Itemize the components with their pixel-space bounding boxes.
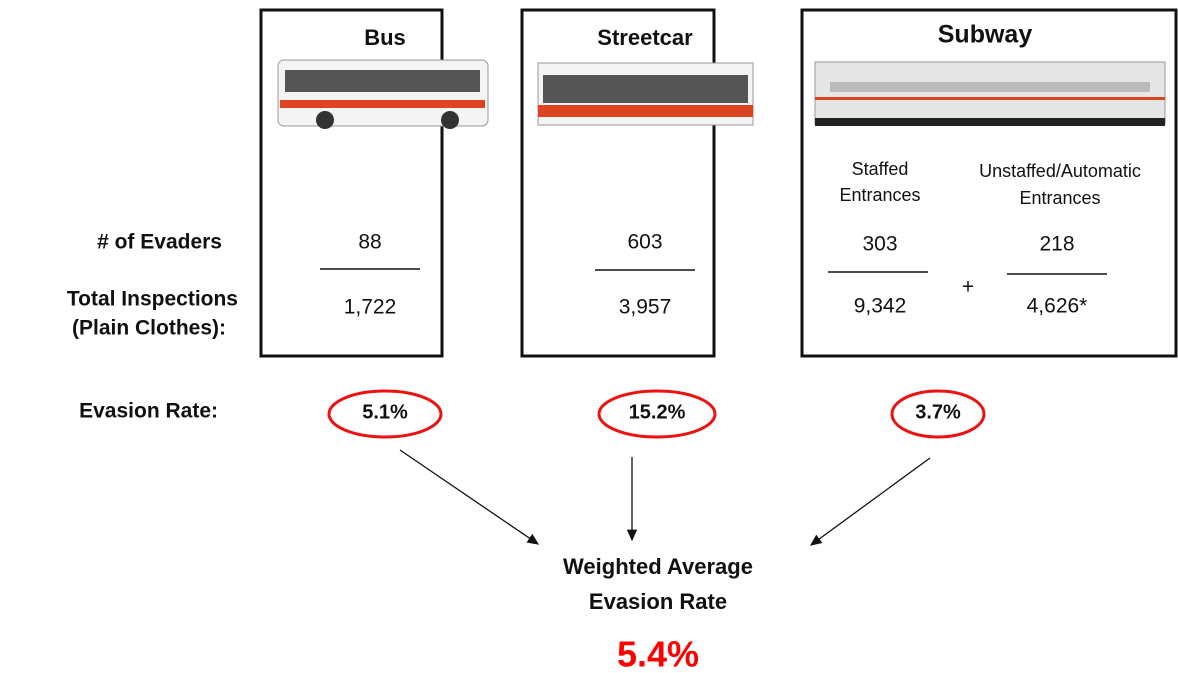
evaders: 218 (1039, 233, 1074, 256)
inspections: 4,626* (1027, 295, 1088, 318)
result-value: 5.4% (617, 634, 699, 673)
column-label: Entrances (839, 185, 920, 205)
row-label: (Plain Clothes): (72, 317, 226, 340)
column-label: Staffed (852, 159, 909, 179)
evaders: 603 (627, 231, 662, 254)
inspections: 9,342 (854, 295, 907, 318)
diagram: # of Evaders Total Inspections (Plain Cl… (0, 0, 1178, 673)
inspections: 3,957 (619, 296, 672, 319)
evaders: 303 (862, 233, 897, 256)
arrow (400, 450, 538, 544)
row-label: Evasion Rate: (79, 400, 218, 423)
inspections: 1,722 (344, 296, 397, 319)
streetcar-image (538, 63, 753, 125)
result-label: Weighted Average (563, 554, 753, 579)
result-label: Evasion Rate (589, 589, 727, 614)
row-label: Total Inspections (67, 288, 238, 311)
rate: 3.7% (915, 401, 961, 423)
mode-title: Streetcar (597, 25, 693, 50)
mode-title: Subway (938, 21, 1033, 49)
column-label: Entrances (1019, 188, 1100, 208)
evaders: 88 (358, 231, 381, 254)
column-label: Unstaffed/Automatic (979, 161, 1141, 181)
rate: 5.1% (362, 401, 408, 423)
subway-image (815, 62, 1165, 126)
mode-title: Bus (364, 25, 406, 50)
operator: + (962, 276, 974, 299)
arrow (811, 458, 930, 545)
rate: 15.2% (629, 401, 686, 423)
bus-image (278, 60, 488, 129)
row-label: # of Evaders (97, 231, 222, 254)
